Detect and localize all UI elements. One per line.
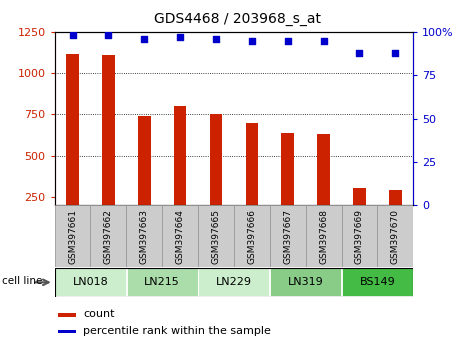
Bar bbox=[91, 205, 126, 267]
Text: BS149: BS149 bbox=[360, 277, 395, 287]
Bar bbox=[199, 268, 269, 296]
Point bbox=[391, 50, 399, 56]
Bar bbox=[270, 205, 306, 267]
Text: GSM397666: GSM397666 bbox=[247, 209, 257, 264]
Text: LN229: LN229 bbox=[216, 277, 252, 287]
Bar bbox=[246, 123, 258, 238]
Bar bbox=[342, 268, 413, 296]
Bar bbox=[198, 205, 234, 267]
Bar bbox=[102, 55, 114, 238]
Bar bbox=[138, 116, 151, 238]
Point bbox=[356, 50, 363, 56]
Bar bbox=[126, 205, 162, 267]
Bar bbox=[58, 313, 76, 317]
Text: GSM397669: GSM397669 bbox=[355, 209, 364, 264]
Text: GSM397670: GSM397670 bbox=[391, 209, 400, 264]
Bar bbox=[66, 54, 79, 238]
Point bbox=[176, 34, 184, 40]
Text: GSM397662: GSM397662 bbox=[104, 209, 113, 264]
Bar bbox=[270, 268, 341, 296]
Point bbox=[248, 38, 256, 44]
Bar bbox=[378, 205, 413, 267]
Bar bbox=[210, 114, 222, 238]
Text: GSM397665: GSM397665 bbox=[211, 209, 220, 264]
Text: GSM397661: GSM397661 bbox=[68, 209, 77, 264]
Text: count: count bbox=[83, 309, 115, 319]
Point bbox=[284, 38, 292, 44]
Bar bbox=[58, 330, 76, 333]
Bar bbox=[306, 205, 342, 267]
Bar bbox=[127, 268, 198, 296]
Bar bbox=[317, 134, 330, 238]
Text: GDS4468 / 203968_s_at: GDS4468 / 203968_s_at bbox=[154, 12, 321, 27]
Point bbox=[104, 33, 112, 38]
Text: percentile rank within the sample: percentile rank within the sample bbox=[83, 326, 271, 336]
Text: GSM397667: GSM397667 bbox=[283, 209, 292, 264]
Bar bbox=[282, 133, 294, 238]
Bar bbox=[353, 188, 366, 238]
Bar bbox=[55, 205, 91, 267]
Bar bbox=[389, 190, 401, 238]
Text: LN018: LN018 bbox=[73, 277, 108, 287]
Text: GSM397663: GSM397663 bbox=[140, 209, 149, 264]
Text: cell line: cell line bbox=[2, 275, 43, 286]
Point bbox=[141, 36, 148, 42]
Text: LN215: LN215 bbox=[144, 277, 180, 287]
Text: LN319: LN319 bbox=[288, 277, 323, 287]
Bar bbox=[234, 205, 270, 267]
Bar bbox=[55, 268, 126, 296]
Point bbox=[320, 38, 327, 44]
Bar bbox=[162, 205, 198, 267]
Text: GSM397664: GSM397664 bbox=[176, 209, 185, 264]
Bar bbox=[342, 205, 378, 267]
Bar bbox=[174, 106, 186, 238]
Point bbox=[69, 33, 76, 38]
Point bbox=[212, 36, 220, 42]
Text: GSM397668: GSM397668 bbox=[319, 209, 328, 264]
